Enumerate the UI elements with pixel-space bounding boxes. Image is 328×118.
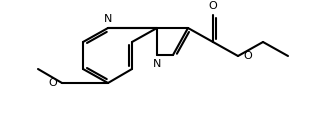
Text: O: O bbox=[49, 78, 57, 88]
Text: O: O bbox=[209, 1, 217, 11]
Text: N: N bbox=[153, 59, 161, 69]
Text: N: N bbox=[104, 14, 112, 24]
Text: O: O bbox=[244, 51, 252, 61]
